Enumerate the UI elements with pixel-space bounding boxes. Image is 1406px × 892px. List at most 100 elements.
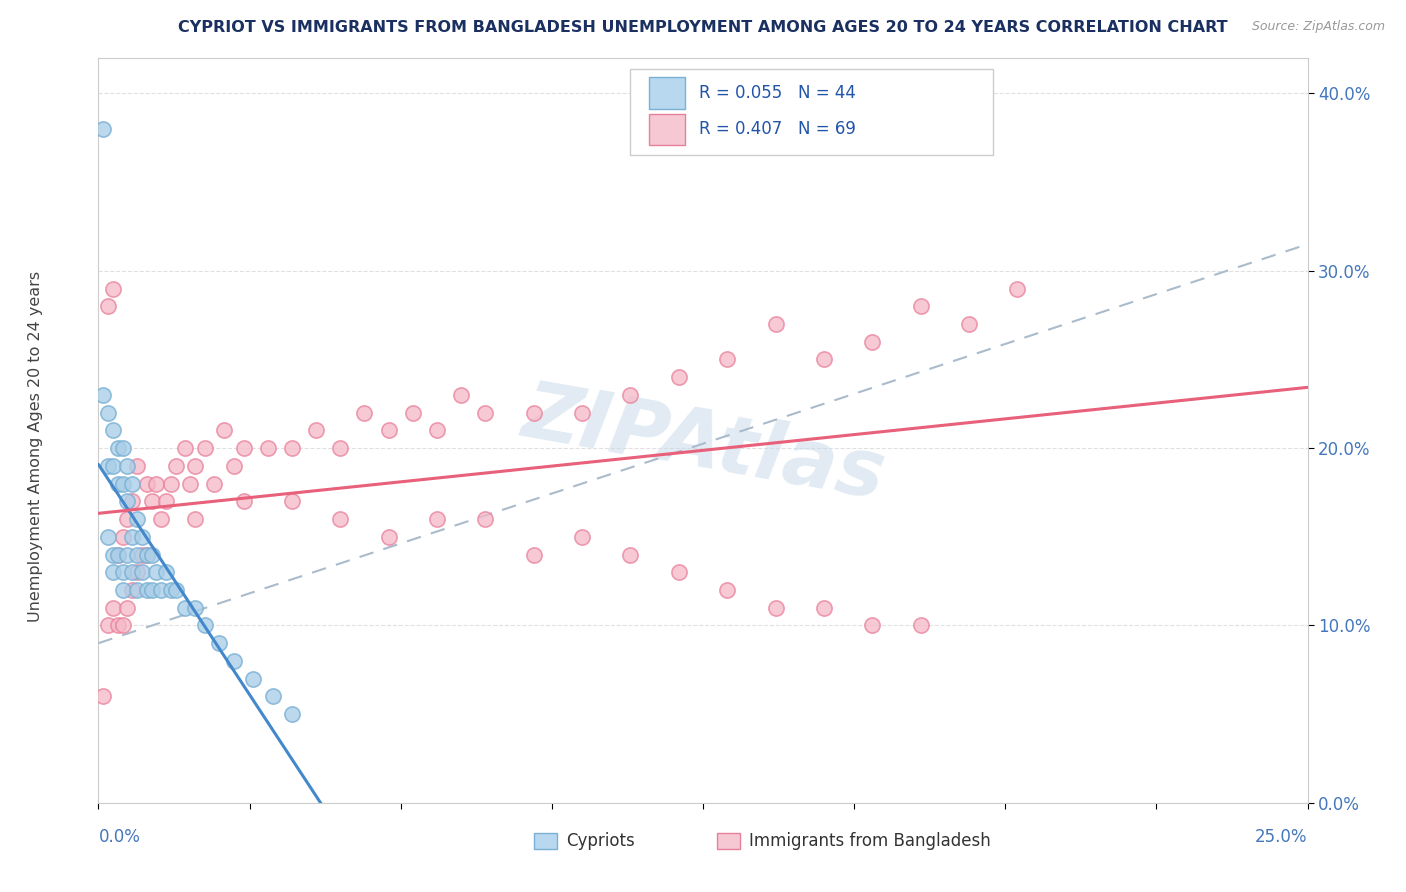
Point [101,566,124,580]
Point [135,548,157,562]
Point [165,582,187,597]
Point [619,548,641,562]
Point [117,600,139,615]
Point [135,476,157,491]
Point [329,512,352,526]
Point [155,494,177,508]
Point [121,494,143,508]
Text: Source: ZipAtlas.com: Source: ZipAtlas.com [1251,20,1385,33]
Point [160,476,183,491]
Point [141,548,163,562]
Point [910,618,932,632]
Point [111,441,134,455]
Point [160,582,183,597]
Point [97,299,120,313]
Point [135,582,157,597]
Point [101,458,124,473]
Point [174,441,197,455]
Point [716,352,738,367]
Point [910,299,932,313]
Point [281,441,304,455]
Point [97,458,120,473]
Point [426,423,449,437]
Point [184,600,207,615]
Point [101,423,124,437]
Point [117,512,139,526]
Point [281,494,304,508]
Point [145,566,167,580]
Text: Immigrants from Bangladesh: Immigrants from Bangladesh [749,832,991,850]
Point [91,388,114,402]
Point [668,370,690,384]
Point [184,512,207,526]
Point [127,566,149,580]
Point [131,566,153,580]
Point [155,566,177,580]
Point [194,618,217,632]
Point [1007,281,1029,295]
Text: ZIPAtlas: ZIPAtlas [516,375,890,516]
Point [111,566,134,580]
Point [150,512,173,526]
Point [204,476,226,491]
Point [716,582,738,597]
Point [111,582,134,597]
Point [765,317,787,331]
Point [117,494,139,508]
Point [107,476,129,491]
Point [91,122,114,136]
Point [571,406,593,420]
Point [450,388,472,402]
Point [111,476,134,491]
Point [242,672,264,686]
Point [127,512,149,526]
Point [141,582,163,597]
Point [121,566,143,580]
Point [101,548,124,562]
Point [305,423,328,437]
Point [208,636,231,650]
Point [91,690,114,704]
Point [474,406,496,420]
Point [165,458,187,473]
FancyBboxPatch shape [648,78,685,109]
Point [97,406,120,420]
Text: R = 0.055   N = 44: R = 0.055 N = 44 [699,84,856,102]
Point [135,548,157,562]
Point [262,690,284,704]
Point [232,494,254,508]
Point [474,512,496,526]
Point [232,441,254,455]
Point [117,548,139,562]
Point [184,458,207,473]
Point [107,548,129,562]
Point [101,600,124,615]
Point [765,600,787,615]
Point [121,530,143,544]
Point [222,654,245,668]
Point [619,388,641,402]
Point [402,406,425,420]
Text: 0.0%: 0.0% [98,828,141,846]
Point [353,406,375,420]
Point [256,441,278,455]
Point [97,530,120,544]
Point [131,548,153,562]
Point [127,548,149,562]
Point [121,476,143,491]
Point [145,476,167,491]
Point [571,530,593,544]
Point [860,618,883,632]
Text: CYPRIOT VS IMMIGRANTS FROM BANGLADESH UNEMPLOYMENT AMONG AGES 20 TO 24 YEARS COR: CYPRIOT VS IMMIGRANTS FROM BANGLADESH UN… [179,20,1227,35]
Point [813,600,835,615]
Point [212,423,235,437]
Point [174,600,197,615]
Point [107,618,129,632]
Point [150,582,173,597]
Point [127,458,149,473]
Point [523,548,546,562]
Text: 25.0%: 25.0% [1256,828,1308,846]
Point [121,582,143,597]
Point [377,530,399,544]
Point [281,707,304,722]
